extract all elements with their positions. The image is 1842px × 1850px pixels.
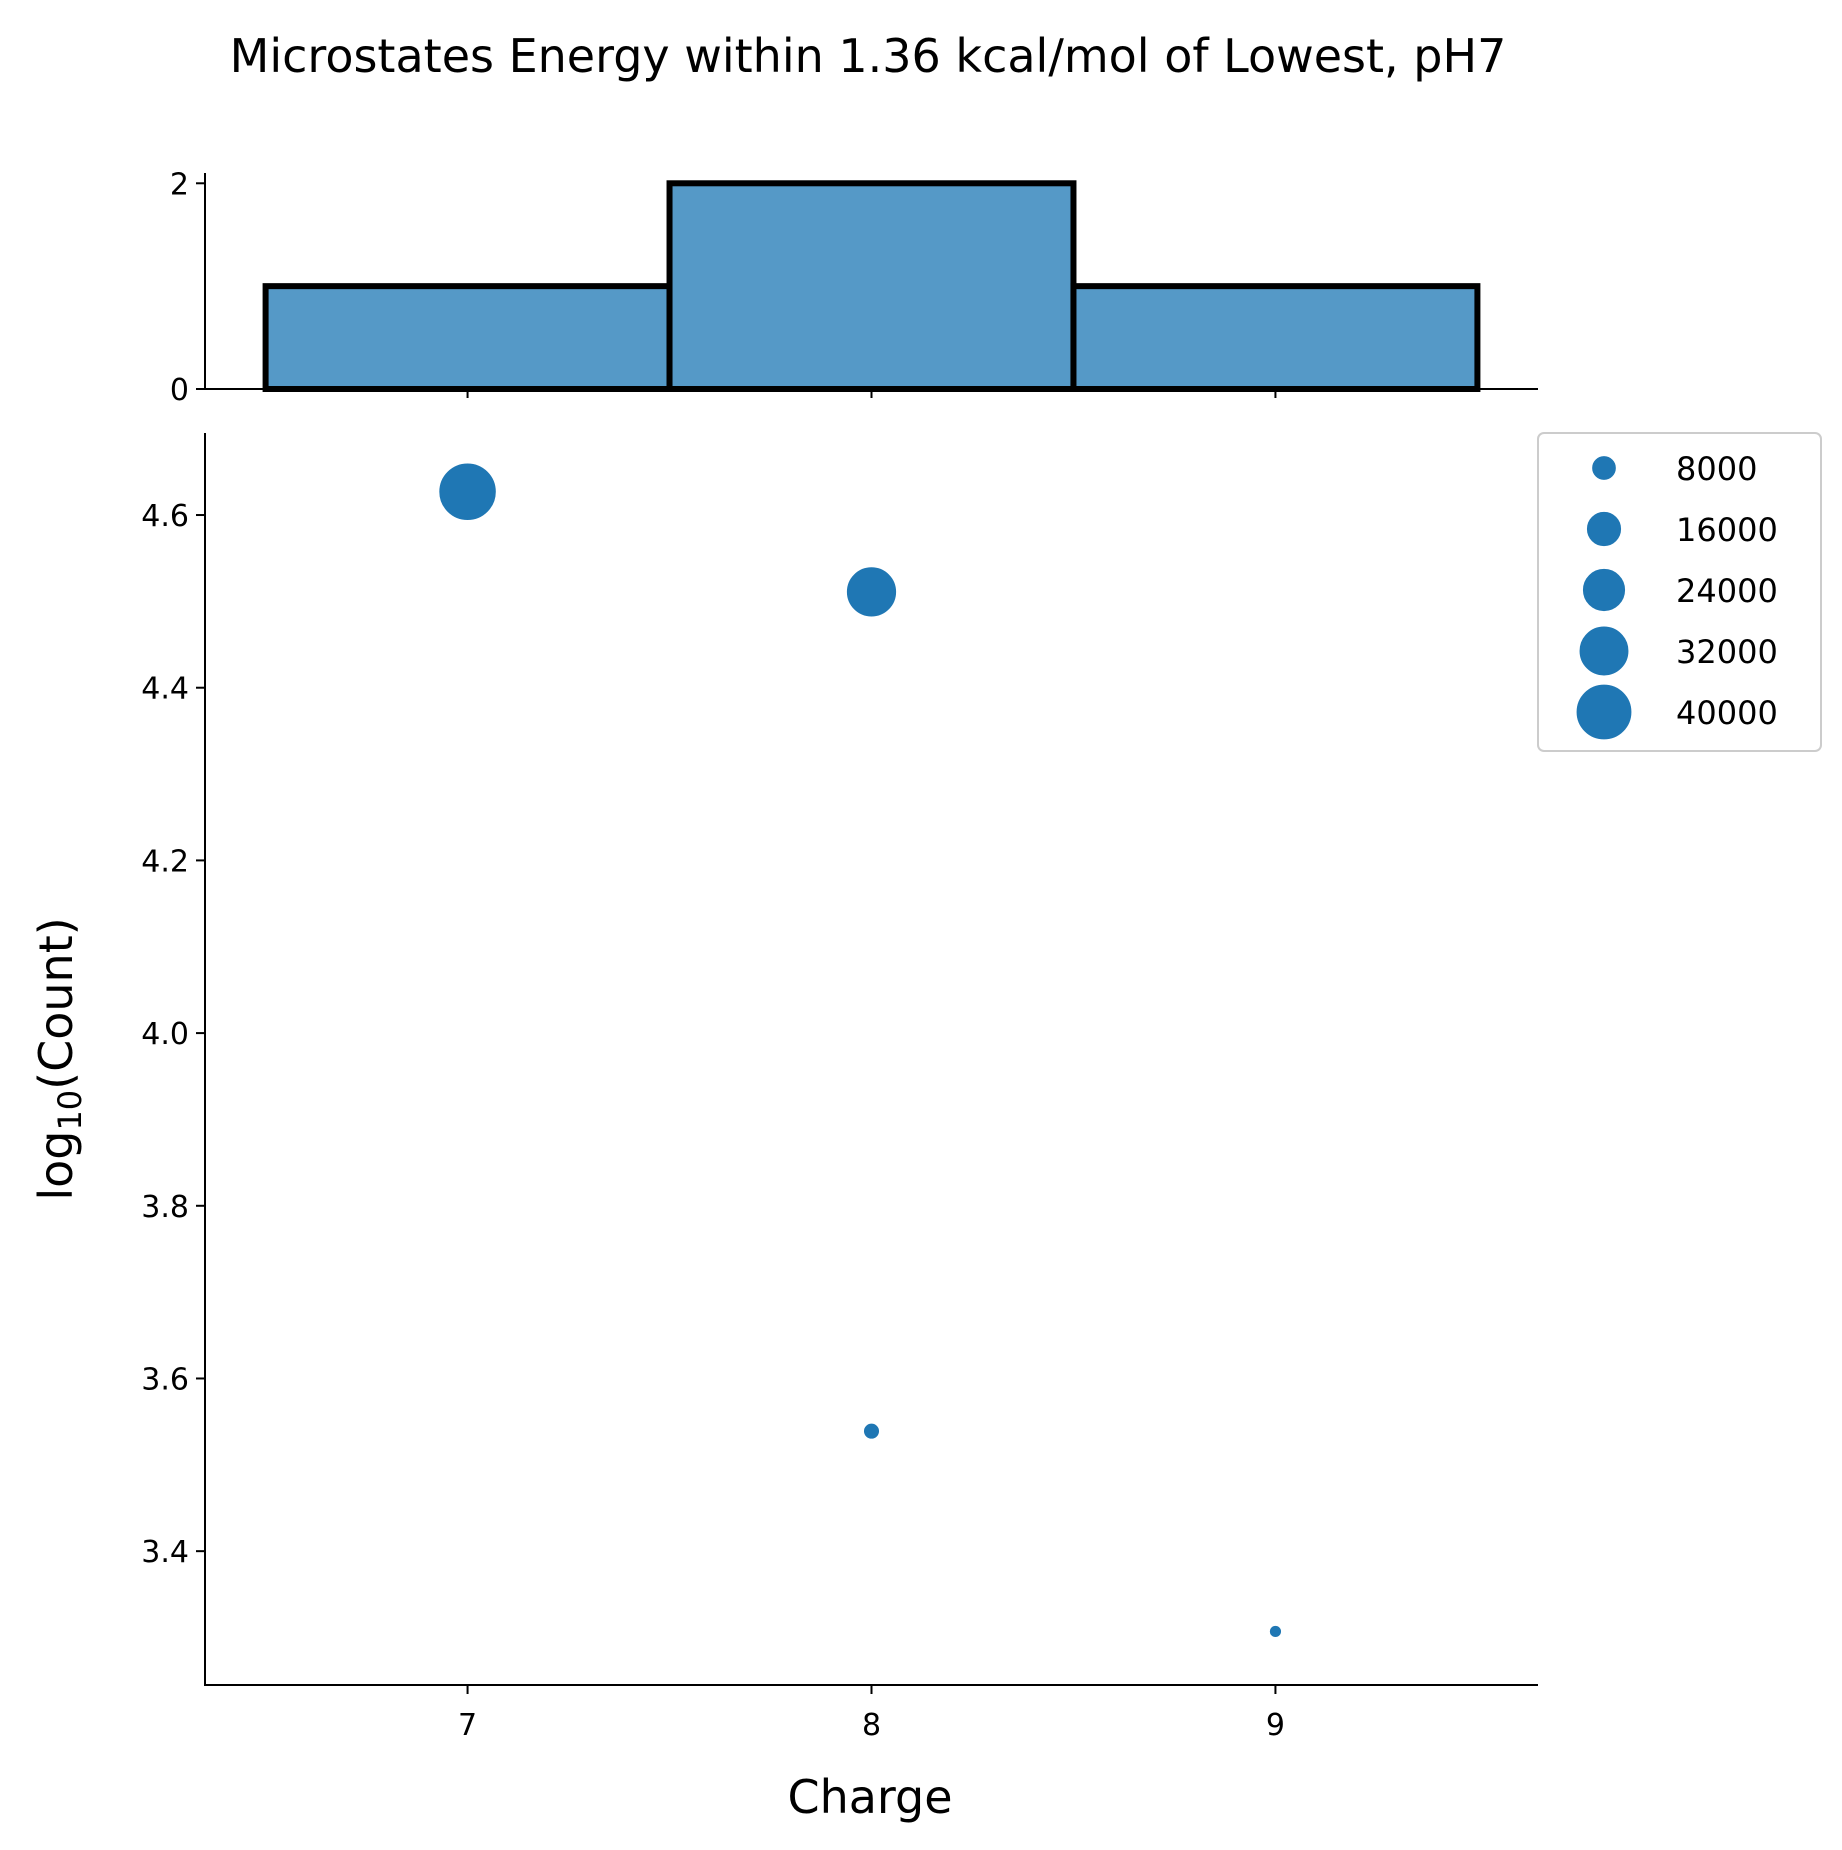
y-axis-label-subscript: 10: [51, 1090, 89, 1131]
histogram-y-tick-label: 2: [170, 167, 189, 202]
legend-label: 32000: [1676, 633, 1778, 671]
x-axis-label: Charge: [787, 1770, 952, 1824]
histogram-bar: [666, 180, 1077, 392]
scatter-point: [1268, 1624, 1283, 1639]
scatter-y-tick-label: 4.0: [141, 1017, 189, 1052]
legend-marker: [1581, 567, 1627, 613]
histogram-bar: [262, 283, 673, 392]
histogram-y-ticks: 02: [170, 167, 205, 408]
scatter-y-tick-label: 3.8: [141, 1190, 189, 1225]
scatter-point: [437, 461, 498, 522]
legend-label: 16000: [1676, 511, 1778, 549]
legend-label: 24000: [1676, 572, 1778, 610]
scatter-points: [437, 461, 1283, 1639]
histogram-panel: 02: [170, 167, 1538, 408]
scatter-y-tick-label: 4.6: [141, 499, 189, 534]
scatter-x-ticks: 7 8 9: [458, 1685, 1285, 1743]
scatter-y-tick-label: 4.4: [141, 672, 189, 707]
scatter-y-tick-label: 4.2: [141, 844, 189, 879]
legend-label: 8000: [1676, 450, 1757, 488]
scatter-y-tick-label: 3.4: [141, 1535, 189, 1570]
scatter-x-tick-label: 8: [862, 1708, 881, 1743]
histogram-y-tick-label: 0: [170, 373, 189, 408]
histogram-bar: [1070, 283, 1481, 392]
y-axis-label-rest: (Count): [29, 917, 83, 1090]
scatter-y-ticks: 3.4 3.6 3.8 4.0 4.2 4.4 4.6: [141, 499, 205, 1570]
scatter-panel: 3.4 3.6 3.8 4.0 4.2 4.4 4.6 7 8 9: [141, 433, 1538, 1743]
chart-title: Microstates Energy within 1.36 kcal/mol …: [230, 29, 1507, 83]
histogram-x-ticks: [466, 389, 1277, 398]
scatter-y-tick-label: 3.6: [141, 1362, 189, 1397]
legend-entries: 8000 16000 24000 32000 40000: [1575, 450, 1778, 741]
legend-label: 40000: [1676, 694, 1778, 732]
legend-marker: [1585, 510, 1623, 548]
scatter-x-tick-label: 9: [1266, 1708, 1285, 1743]
y-axis-label: log10(Count): [29, 917, 89, 1200]
scatter-point: [862, 1422, 881, 1441]
scatter-point: [845, 565, 898, 618]
legend-marker: [1590, 454, 1618, 482]
legend-marker: [1575, 683, 1633, 741]
y-axis-label-main: log: [29, 1131, 83, 1201]
scatter-x-tick-label: 7: [458, 1708, 477, 1743]
histogram-bars: [262, 180, 1481, 392]
legend: 8000 16000 24000 32000 40000: [1537, 432, 1822, 752]
legend-marker: [1578, 625, 1630, 677]
